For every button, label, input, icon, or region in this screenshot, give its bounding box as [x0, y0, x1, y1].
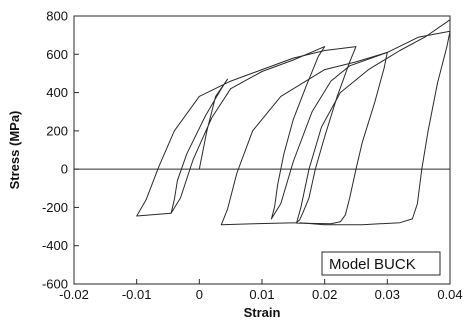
y-tick-label: 0 [61, 162, 68, 177]
y-tick-label: 600 [46, 47, 68, 62]
hysteresis-curve-1 [170, 30, 451, 226]
y-tick-label: 200 [46, 123, 68, 138]
legend: Model BUCK [321, 251, 441, 276]
x-tick-label: 0.02 [312, 287, 337, 302]
x-tick-label: -0.02 [59, 287, 89, 302]
x-tick-label: -0.01 [122, 287, 152, 302]
legend-label: Model BUCK [329, 256, 416, 273]
x-tick-label: 0 [196, 287, 203, 302]
y-tick-label: -200 [42, 200, 68, 215]
x-axis-title: Strain [244, 305, 281, 320]
plot-frame [73, 15, 451, 285]
y-axis-title: Stress (MPa) [7, 111, 22, 190]
x-tick-label: 0.03 [375, 287, 400, 302]
y-tick-label: -600 [42, 277, 68, 292]
y-tick-label: 800 [46, 9, 68, 24]
y-tick-label: -400 [42, 238, 68, 253]
x-tick-label: 0.01 [249, 287, 274, 302]
hysteresis-curve-3 [296, 19, 451, 224]
hysteresis-curve-2 [136, 46, 388, 226]
x-tick-label: 0.04 [437, 287, 462, 302]
y-tick-label: 400 [46, 85, 68, 100]
legend-box [321, 251, 441, 276]
